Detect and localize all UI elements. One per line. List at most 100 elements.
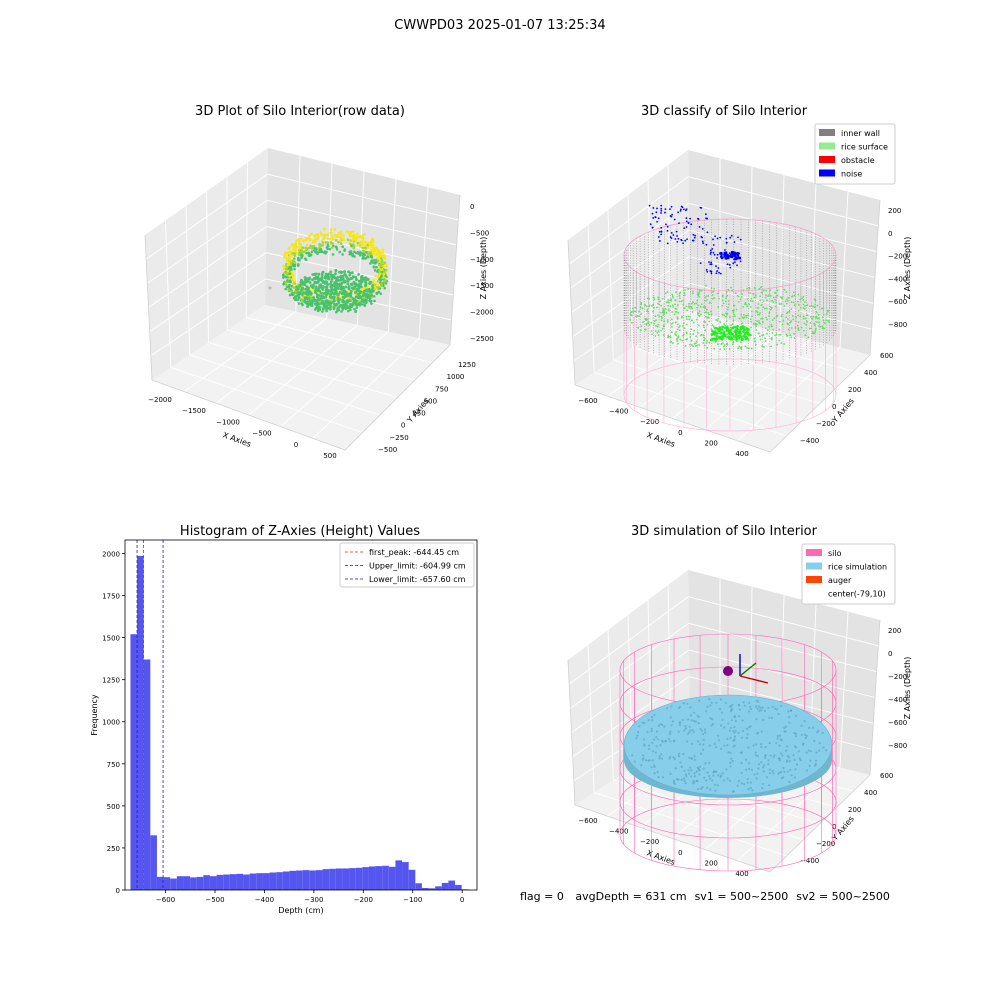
rice-surface	[772, 296, 775, 299]
rice-simulation	[693, 711, 696, 714]
rice-simulation	[756, 772, 759, 775]
raw-point	[325, 293, 328, 297]
rice-surface	[740, 348, 743, 350]
y-tick-label: 200	[848, 386, 861, 394]
rice-surface	[759, 312, 761, 314]
rice-simulation	[654, 751, 657, 754]
rice-surface	[688, 305, 690, 308]
rice-simulation	[782, 776, 785, 779]
rice-surface	[783, 305, 786, 307]
noise	[705, 268, 708, 271]
rice-surface	[698, 295, 701, 298]
rice-simulation	[658, 755, 661, 758]
rice-surface	[676, 316, 679, 319]
raw-point	[308, 252, 311, 255]
raw-point	[327, 306, 331, 310]
noise	[734, 261, 736, 264]
rice-simulation	[792, 754, 795, 757]
rice-simulation	[669, 730, 672, 733]
noise	[687, 221, 690, 224]
rice-simulation	[635, 737, 638, 740]
rice-simulation	[699, 752, 703, 755]
rice-surface	[803, 307, 806, 310]
rice-simulation	[787, 756, 790, 759]
raw-point	[335, 246, 338, 249]
rice-surface	[719, 348, 722, 351]
raw-point	[332, 288, 336, 292]
noise	[684, 209, 687, 212]
raw-point	[317, 294, 321, 297]
rice-surface	[795, 316, 798, 319]
noise	[708, 261, 710, 263]
rice-simulation	[689, 714, 693, 717]
rice-surface	[771, 319, 774, 321]
noise	[728, 263, 731, 266]
y-tick-label: 400	[864, 789, 877, 797]
rice-simulation	[774, 707, 777, 710]
raw-point	[342, 234, 345, 238]
rice-surface	[688, 306, 691, 309]
rice-simulation	[660, 753, 663, 756]
rice-surface	[744, 303, 746, 306]
noise	[690, 223, 693, 226]
rice-surface	[660, 329, 663, 332]
rice-surface	[705, 295, 708, 298]
grid-line	[267, 173, 459, 221]
raw-point	[334, 272, 337, 276]
rice-surface	[766, 329, 769, 332]
rice-surface	[784, 300, 787, 303]
rice-surface	[759, 295, 761, 298]
rice-surface	[769, 289, 772, 292]
raw-point	[339, 242, 343, 246]
raw-point	[353, 301, 357, 305]
rice-surface	[725, 291, 728, 294]
rice-surface	[804, 334, 807, 337]
rice-surface	[806, 314, 809, 317]
rice-simulation	[659, 744, 662, 747]
rice-surface	[767, 295, 769, 297]
rice-simulation	[738, 708, 741, 711]
rice-surface	[759, 299, 762, 302]
rice-surface	[793, 294, 796, 297]
rice-simulation	[647, 744, 651, 747]
raw-point	[352, 238, 355, 242]
histogram-bar	[435, 886, 442, 890]
z-tick-label: −600	[888, 719, 907, 727]
raw-point	[297, 253, 301, 257]
rice-surface	[737, 330, 740, 334]
noise	[709, 249, 712, 252]
raw-point	[381, 251, 385, 254]
rice-simulation	[643, 721, 646, 725]
histogram-bar	[296, 870, 303, 890]
rice-surface	[732, 334, 736, 338]
raw-point	[307, 237, 311, 240]
y-tick-label: 250	[107, 845, 120, 853]
rice-surface	[762, 306, 765, 309]
rice-surface	[712, 325, 715, 328]
rice-surface	[678, 326, 680, 329]
raw-point	[322, 304, 326, 308]
noise	[710, 272, 713, 275]
noise	[726, 263, 729, 266]
raw-point	[380, 268, 383, 271]
raw-point	[371, 240, 375, 244]
raw-point	[364, 257, 368, 260]
rice-simulation	[730, 719, 733, 722]
rice-surface	[645, 318, 648, 321]
noise	[709, 263, 712, 266]
y-tick-label: 1500	[102, 635, 120, 643]
x-tick-label: −200	[640, 838, 659, 846]
rice-surface	[775, 333, 778, 336]
noise	[673, 218, 676, 221]
raw-point	[305, 248, 309, 251]
rice-simulation	[737, 731, 740, 735]
raw-point	[312, 296, 316, 299]
rice-simulation	[778, 744, 781, 747]
rice-surface	[682, 303, 685, 306]
rice-simulation	[740, 771, 743, 774]
rice-surface	[811, 318, 814, 320]
raw-point	[348, 271, 352, 275]
rice-simulation	[771, 769, 774, 772]
raw-point	[313, 308, 317, 311]
